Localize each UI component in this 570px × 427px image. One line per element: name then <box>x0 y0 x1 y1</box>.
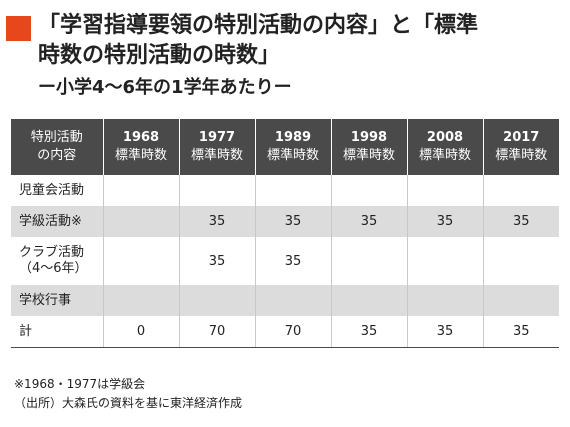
table-cell: 35 <box>178 237 255 285</box>
table-header-row: 特別活動 の内容 1968 標準時数 1977 標準時数 1989 標準時数 1… <box>11 119 559 175</box>
table-cell <box>406 237 483 285</box>
table-row-school-events: 学校行事 <box>11 285 559 316</box>
row-label: 学校行事 <box>11 285 103 316</box>
table-row-club-activities: クラブ活動 （4〜6年） 35 35 <box>11 237 559 285</box>
table-cell: 0 <box>102 316 179 348</box>
header-corner-line-1: 特別活動 <box>30 130 83 145</box>
table-cell <box>178 285 255 316</box>
table-cell: 35 <box>482 316 559 348</box>
header-unit: 標準時数 <box>190 148 243 163</box>
table-cell <box>102 237 179 285</box>
header-col-1977: 1977 標準時数 <box>178 119 255 175</box>
header-corner-line-2: の内容 <box>37 148 77 163</box>
table-cell: 35 <box>330 206 407 237</box>
header-year: 2008 <box>426 130 464 145</box>
header-year: 1998 <box>350 130 388 145</box>
table-cell <box>330 285 407 316</box>
table-cell: 35 <box>482 206 559 237</box>
header-unit: 標準時数 <box>342 148 395 163</box>
table-row-total: 計 0 70 70 35 35 35 <box>11 316 559 348</box>
table-row-class-activities: 学級活動※ 35 35 35 35 35 <box>11 206 559 237</box>
header-corner: 特別活動 の内容 <box>11 119 103 175</box>
header-col-1989: 1989 標準時数 <box>254 119 331 175</box>
table-cell: 35 <box>406 316 483 348</box>
page-title-line-1: 「学習指導要領の特別活動の内容」と「標準 <box>38 13 479 38</box>
table-cell <box>102 285 179 316</box>
table-cell <box>102 206 179 237</box>
table-cell <box>254 285 331 316</box>
table-cell <box>482 175 559 206</box>
footnotes: ※1968・1977は学級会 （出所）大森氏の資料を基に東洋経済作成 <box>14 375 242 413</box>
table-cell <box>406 175 483 206</box>
header-year: 1989 <box>274 130 312 145</box>
row-label: 計 <box>11 316 103 348</box>
header-year: 1968 <box>122 130 160 145</box>
header-year: 2017 <box>503 130 540 145</box>
table-cell: 35 <box>406 206 483 237</box>
footnote-class-meeting: ※1968・1977は学級会 <box>14 377 146 391</box>
header-unit: 標準時数 <box>114 148 167 163</box>
header-col-1998: 1998 標準時数 <box>330 119 407 175</box>
table-cell <box>178 175 255 206</box>
table-cell <box>482 285 559 316</box>
header-col-2008: 2008 標準時数 <box>406 119 483 175</box>
table-cell <box>330 237 407 285</box>
table-cell <box>254 175 331 206</box>
page-subtitle: ー小学4〜6年の1学年あたりー <box>38 77 292 98</box>
header-unit: 標準時数 <box>418 148 471 163</box>
table-cell <box>482 237 559 285</box>
row-label: 児童会活動 <box>11 175 103 206</box>
accent-square <box>6 16 31 41</box>
table-cell: 70 <box>254 316 331 348</box>
row-label-line-1: クラブ活動 <box>19 245 85 260</box>
header-year: 1977 <box>198 130 236 145</box>
row-label: クラブ活動 （4〜6年） <box>11 237 103 285</box>
header-col-1968: 1968 標準時数 <box>102 119 179 175</box>
table-cell: 35 <box>178 206 255 237</box>
table-cell <box>406 285 483 316</box>
page-title-line-2: 時数の特別活動の時数」 <box>38 43 281 68</box>
row-label: 学級活動※ <box>11 206 103 237</box>
table-row-student-council: 児童会活動 <box>11 175 559 206</box>
table-cell: 70 <box>178 316 255 348</box>
table-cell: 35 <box>330 316 407 348</box>
header-unit: 標準時数 <box>266 148 319 163</box>
table-cell: 35 <box>254 237 331 285</box>
header-col-2017: 2017 標準時数 <box>482 119 559 175</box>
table-cell <box>102 175 179 206</box>
header-unit: 標準時数 <box>495 148 548 163</box>
table-cell <box>330 175 407 206</box>
footnote-source: （出所）大森氏の資料を基に東洋経済作成 <box>14 396 243 410</box>
special-activities-table: 特別活動 の内容 1968 標準時数 1977 標準時数 1989 標準時数 1… <box>11 119 559 348</box>
row-label-line-2: （4〜6年） <box>19 261 88 276</box>
table-cell: 35 <box>254 206 331 237</box>
